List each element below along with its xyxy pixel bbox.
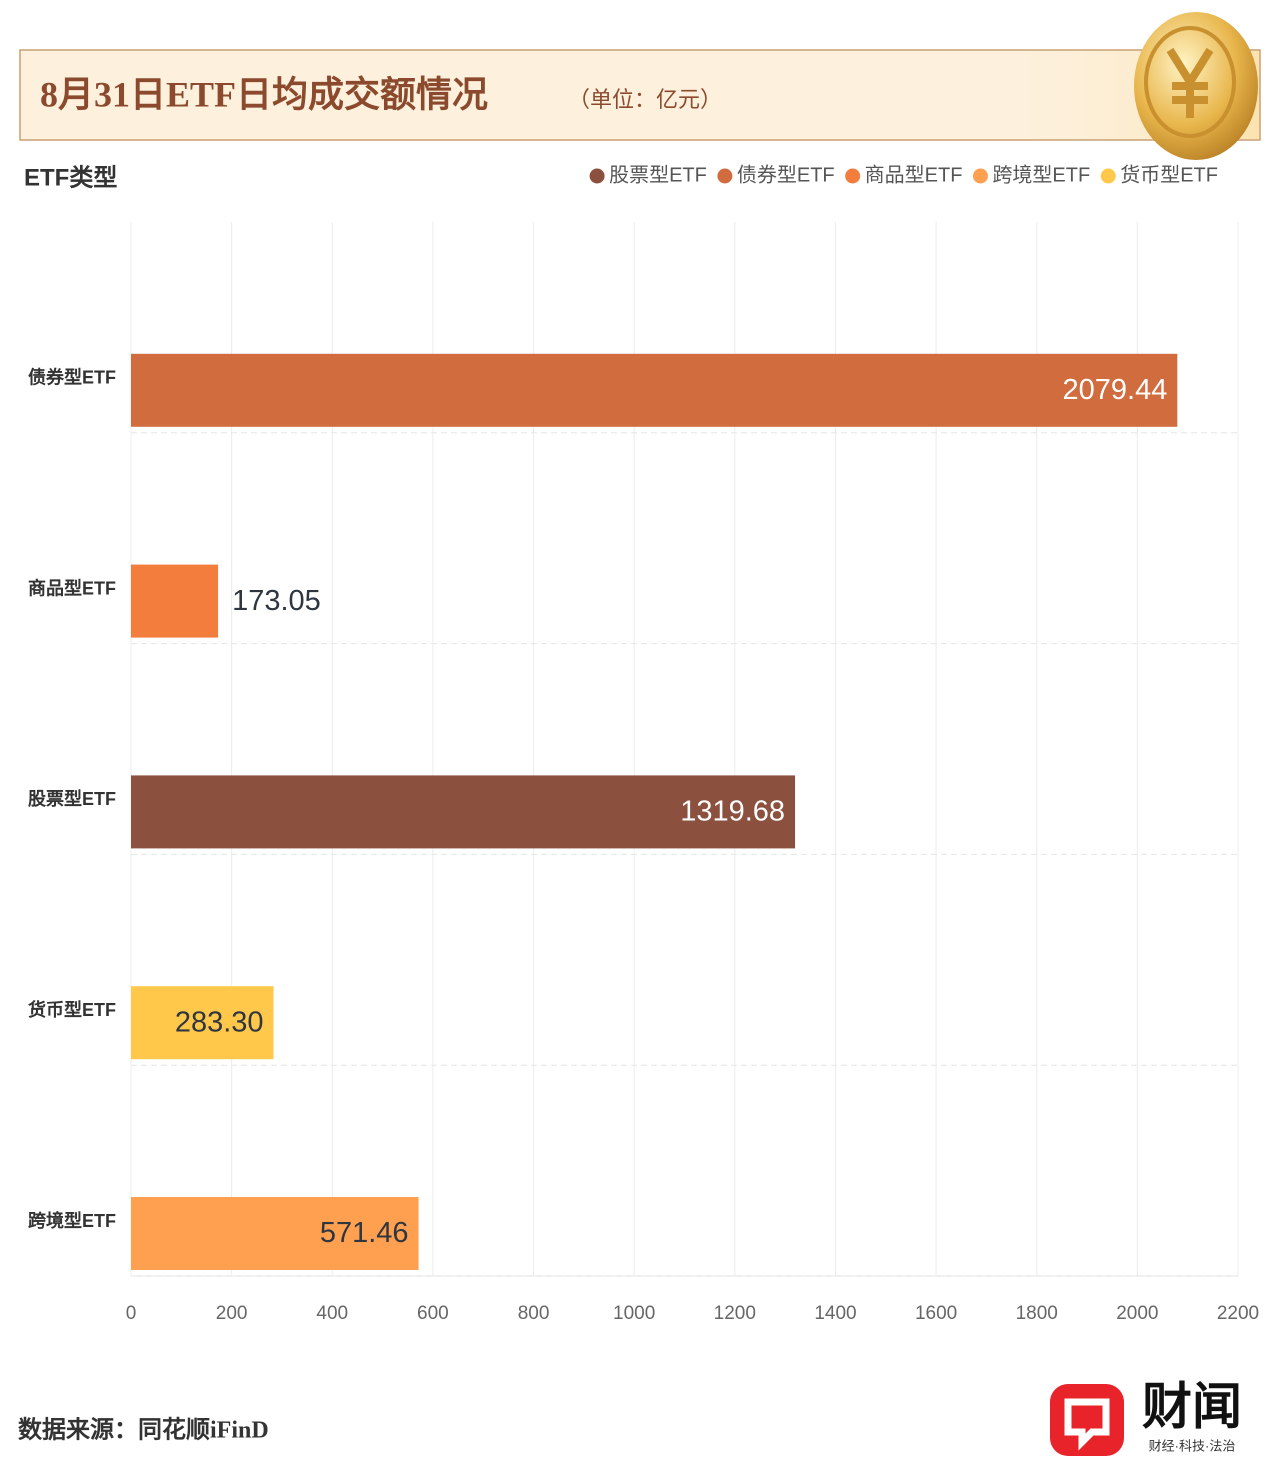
legend-swatch: [972, 168, 988, 184]
legend-label: 跨境型ETF: [992, 163, 1090, 186]
legend-swatch: [589, 168, 605, 184]
bar: [131, 564, 219, 638]
y-tick-label: 股票型ETF: [27, 788, 116, 809]
legend-label: 商品型ETF: [865, 163, 963, 186]
x-tick-label: 800: [518, 1303, 550, 1324]
x-tick-label: 2200: [1217, 1303, 1259, 1324]
bar: [131, 775, 796, 849]
value-label: 1319.68: [680, 796, 785, 828]
x-tick-label: 200: [216, 1303, 248, 1324]
y-tick-label: 商品型ETF: [28, 577, 116, 598]
y-tick-label: 债券型ETF: [28, 367, 116, 388]
x-tick-label: 1200: [714, 1303, 756, 1324]
source-note: 数据来源：同花顺iFinD: [18, 1416, 269, 1444]
x-tick-label: 1400: [814, 1303, 856, 1324]
brand-logo: 财闻 财经·科技·法治: [1050, 1378, 1242, 1456]
bar: [131, 353, 1178, 427]
brand-tagline: 财经·科技·法治: [1149, 1438, 1236, 1453]
legend: 货币型ETF 跨境型ETF 商品型ETF 债券型ETF 股票型ETF: [589, 163, 1218, 186]
y-tick-label: 跨境型ETF: [28, 1210, 116, 1231]
bar: [131, 986, 274, 1060]
legend-label: 股票型ETF: [609, 163, 707, 186]
bar: [131, 1197, 419, 1270]
x-tick-label: 2000: [1116, 1303, 1158, 1324]
x-tick-label: 400: [316, 1303, 348, 1324]
x-tick-label: 0: [126, 1303, 137, 1324]
chart-title: 8月31日ETF日均成交额情况: [40, 73, 488, 114]
value-label: 173.05: [232, 585, 321, 617]
value-label: 2079.44: [1063, 374, 1168, 406]
legend-swatch: [1100, 168, 1116, 184]
value-label: 571.46: [320, 1217, 409, 1249]
x-tick-label: 600: [417, 1303, 449, 1324]
value-label: 283.30: [175, 1006, 264, 1038]
legend-label: 货币型ETF: [1120, 163, 1218, 186]
brand-name: 财闻: [1142, 1378, 1242, 1434]
chart-subtitle: （单位：亿元）: [568, 87, 722, 112]
legend-label: 债券型ETF: [737, 163, 835, 186]
legend-swatch: [717, 168, 733, 184]
y-axis-label: ETF类型: [24, 164, 117, 191]
x-tick-label: 1800: [1016, 1303, 1058, 1324]
x-tick-label: 1000: [613, 1303, 655, 1324]
legend-swatch: [845, 168, 861, 184]
y-tick-label: 货币型ETF: [28, 999, 116, 1020]
coin-icon: [1134, 12, 1258, 160]
x-tick-label: 1600: [915, 1303, 957, 1324]
